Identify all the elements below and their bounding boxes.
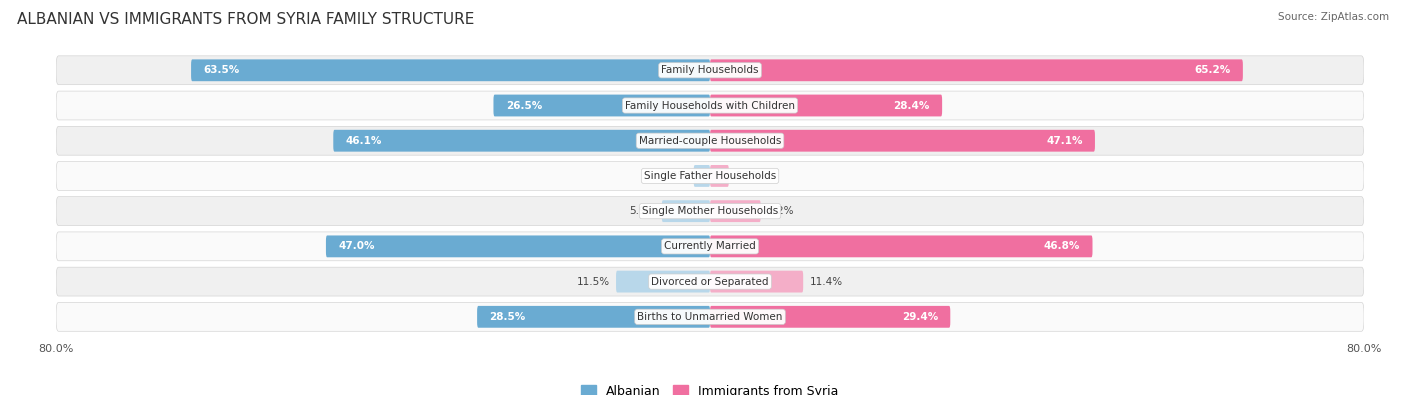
Text: Divorced or Separated: Divorced or Separated [651, 276, 769, 287]
Text: Married-couple Households: Married-couple Households [638, 136, 782, 146]
Text: 65.2%: 65.2% [1194, 65, 1230, 75]
FancyBboxPatch shape [191, 59, 710, 81]
Text: Births to Unmarried Women: Births to Unmarried Women [637, 312, 783, 322]
FancyBboxPatch shape [710, 130, 1095, 152]
FancyBboxPatch shape [56, 302, 1364, 331]
FancyBboxPatch shape [56, 267, 1364, 296]
FancyBboxPatch shape [710, 200, 761, 222]
Text: 47.0%: 47.0% [339, 241, 374, 251]
FancyBboxPatch shape [662, 200, 710, 222]
Text: 5.9%: 5.9% [628, 206, 655, 216]
FancyBboxPatch shape [333, 130, 710, 152]
Text: 28.5%: 28.5% [489, 312, 526, 322]
FancyBboxPatch shape [56, 162, 1364, 190]
Text: Single Mother Households: Single Mother Households [643, 206, 778, 216]
Text: Currently Married: Currently Married [664, 241, 756, 251]
FancyBboxPatch shape [326, 235, 710, 257]
FancyBboxPatch shape [56, 126, 1364, 155]
FancyBboxPatch shape [710, 165, 728, 187]
FancyBboxPatch shape [477, 306, 710, 328]
FancyBboxPatch shape [710, 235, 1092, 257]
Text: Family Households: Family Households [661, 65, 759, 75]
FancyBboxPatch shape [56, 91, 1364, 120]
FancyBboxPatch shape [710, 59, 1243, 81]
FancyBboxPatch shape [56, 56, 1364, 85]
Text: 46.8%: 46.8% [1043, 241, 1080, 251]
Text: 28.4%: 28.4% [893, 100, 929, 111]
Text: ALBANIAN VS IMMIGRANTS FROM SYRIA FAMILY STRUCTURE: ALBANIAN VS IMMIGRANTS FROM SYRIA FAMILY… [17, 12, 474, 27]
Text: Source: ZipAtlas.com: Source: ZipAtlas.com [1278, 12, 1389, 22]
Text: 11.4%: 11.4% [810, 276, 842, 287]
FancyBboxPatch shape [616, 271, 710, 293]
FancyBboxPatch shape [710, 94, 942, 117]
Text: 6.2%: 6.2% [768, 206, 794, 216]
FancyBboxPatch shape [56, 197, 1364, 226]
FancyBboxPatch shape [693, 165, 710, 187]
Text: 63.5%: 63.5% [204, 65, 239, 75]
FancyBboxPatch shape [56, 232, 1364, 261]
Text: 46.1%: 46.1% [346, 136, 382, 146]
Text: 2.3%: 2.3% [735, 171, 762, 181]
Text: 29.4%: 29.4% [901, 312, 938, 322]
FancyBboxPatch shape [710, 306, 950, 328]
Text: 47.1%: 47.1% [1046, 136, 1083, 146]
Text: 2.0%: 2.0% [661, 171, 688, 181]
FancyBboxPatch shape [494, 94, 710, 117]
Legend: Albanian, Immigrants from Syria: Albanian, Immigrants from Syria [581, 385, 839, 395]
Text: Single Father Households: Single Father Households [644, 171, 776, 181]
Text: 26.5%: 26.5% [506, 100, 541, 111]
FancyBboxPatch shape [710, 271, 803, 293]
Text: 11.5%: 11.5% [576, 276, 610, 287]
Text: Family Households with Children: Family Households with Children [626, 100, 794, 111]
